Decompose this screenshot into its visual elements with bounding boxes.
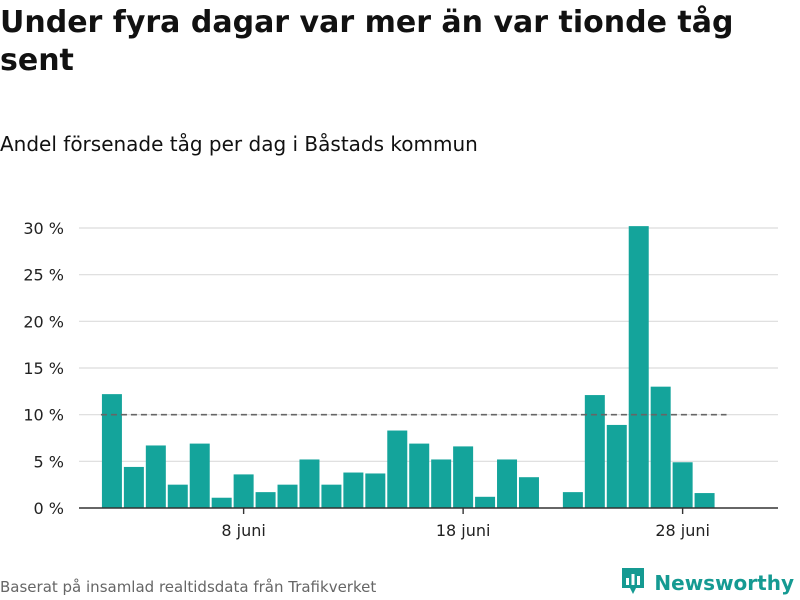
bar xyxy=(189,443,210,508)
bar xyxy=(233,474,254,508)
bar xyxy=(453,446,474,508)
source-note: Baserat på insamlad realtidsdata från Tr… xyxy=(0,578,377,596)
bar xyxy=(101,394,122,508)
bar xyxy=(518,477,539,508)
chart-subtitle: Andel försenade tåg per dag i Båstads ko… xyxy=(0,132,478,156)
bar xyxy=(475,496,496,508)
bar xyxy=(650,386,671,508)
y-tick-label: 15 % xyxy=(23,359,64,378)
brand-name: Newsworthy xyxy=(654,571,794,595)
y-tick-label: 5 % xyxy=(34,452,64,471)
y-tick-label: 20 % xyxy=(23,312,64,331)
x-tick-label: 18 juni xyxy=(436,521,491,540)
bar xyxy=(343,472,364,508)
y-axis-tick-labels: 0 % 5 % 10 % 15 % 20 % 25 % 30 % xyxy=(23,219,64,518)
bar xyxy=(365,473,386,508)
bar xyxy=(321,484,342,508)
bars xyxy=(101,226,715,508)
bar xyxy=(123,466,144,508)
bar xyxy=(628,226,649,508)
y-tick-label: 25 % xyxy=(23,266,64,285)
brand-logo[interactable]: Newsworthy xyxy=(620,568,794,598)
y-tick-label: 30 % xyxy=(23,219,64,238)
y-tick-label: 0 % xyxy=(34,499,64,518)
chart-title: Under fyra dagar var mer än var tionde t… xyxy=(0,5,734,78)
bar xyxy=(277,484,298,508)
bar xyxy=(694,493,715,508)
bar xyxy=(409,443,430,508)
gridlines xyxy=(79,227,778,462)
bar xyxy=(167,484,188,508)
x-tick-label: 28 juni xyxy=(655,521,710,540)
newsworthy-logo-icon xyxy=(620,566,646,600)
bar xyxy=(145,445,166,508)
bar xyxy=(672,462,693,508)
bar xyxy=(562,492,583,508)
y-tick-label: 10 % xyxy=(23,406,64,425)
bar xyxy=(387,430,408,508)
bar-chart: 0 % 5 % 10 % 15 % 20 % 25 % 30 % 8 juni 18 juni… xyxy=(23,219,778,540)
bar xyxy=(606,424,627,508)
bar xyxy=(211,497,232,508)
bar xyxy=(497,459,518,508)
bar xyxy=(255,492,276,508)
bar xyxy=(584,395,605,508)
bar xyxy=(299,459,320,508)
x-axis-ticks: 8 juni 18 juni 28 juni xyxy=(221,508,710,540)
bar xyxy=(431,459,452,508)
x-tick-label: 8 juni xyxy=(221,521,265,540)
